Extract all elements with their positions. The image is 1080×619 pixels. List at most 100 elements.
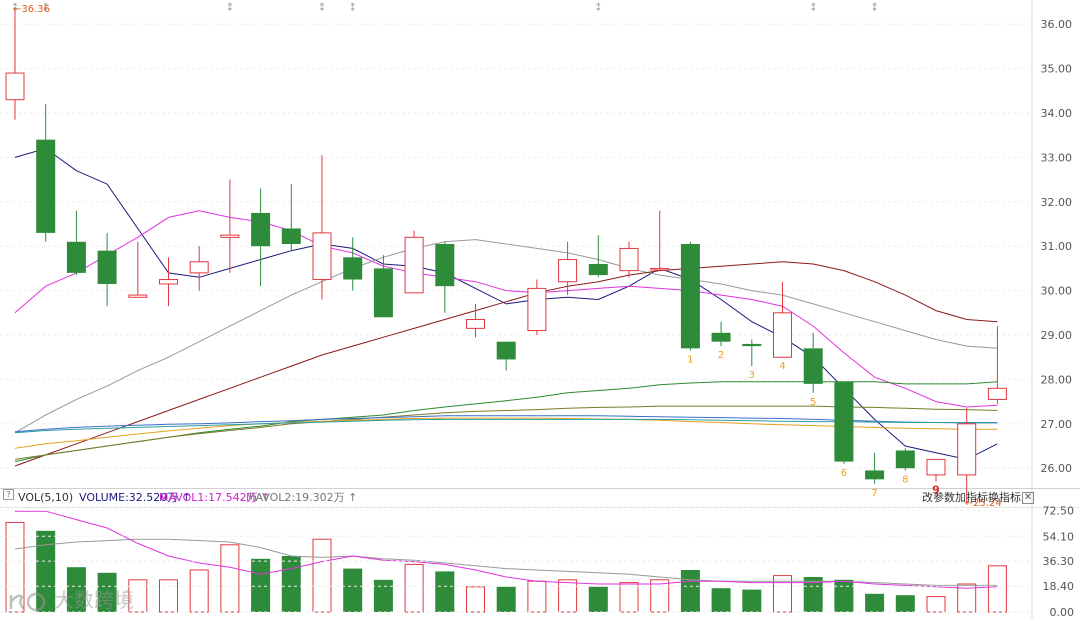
volume-bar[interactable] [36,530,56,612]
candle[interactable] [619,241,639,278]
volume-bar[interactable] [435,571,455,612]
candle[interactable] [680,241,700,351]
volume-bar[interactable] [128,579,148,613]
candle-body [435,244,455,287]
volume-bar[interactable] [680,570,700,612]
candle[interactable] [435,241,455,313]
event-marker-icon[interactable]: ⁑ [13,2,18,14]
candle-body [97,250,117,284]
price-tick-label: 28.00 [1041,373,1073,386]
watermark-logo-icon [9,592,46,611]
candle-body [527,287,547,332]
volume-bar[interactable] [834,579,854,612]
candle-body [619,247,639,272]
candles[interactable] [5,8,1007,502]
volume-axis: 72.50 54.10 36.30 18.40 0.00 [0,505,1074,619]
event-marker-icon[interactable]: ⁑ [320,2,325,14]
candle-body [711,332,731,342]
price-tick-label: 34.00 [1041,107,1073,120]
candle[interactable] [36,104,56,242]
event-marker-icon[interactable]: ⁑ [350,2,355,14]
candle[interactable] [803,332,823,393]
candle[interactable] [312,155,332,300]
candle-body [803,348,823,384]
candle[interactable] [404,230,424,294]
switch-indicator-button[interactable]: 换指标 [988,491,1021,504]
volume-bar[interactable] [97,572,117,612]
price-axis: 36.00 35.00 34.00 33.00 32.00 31.00 30.00 29.00… [1041,18,1073,475]
volume-bar[interactable] [251,558,271,612]
volume-bar[interactable] [895,595,915,612]
ma-line [14,261,998,467]
volume-bar[interactable] [711,588,731,612]
candle[interactable] [588,235,608,278]
candle[interactable] [711,321,731,347]
candle-body [466,318,485,329]
volume-bar[interactable] [281,556,301,612]
volume-bar[interactable] [865,593,885,612]
event-marker-icon[interactable]: ⁑ [872,2,877,14]
candle-body [159,279,178,285]
volume-bar[interactable] [404,563,424,613]
candle[interactable] [128,241,148,298]
candle-body [680,244,700,349]
volume-bar[interactable] [312,538,332,613]
candle-body [496,341,516,360]
volume-bar[interactable] [926,596,946,613]
price-tick-label: 29.00 [1041,329,1073,342]
volume-bar[interactable] [742,589,762,612]
candle[interactable] [466,303,485,338]
countdown-label: 1 [687,355,693,366]
candle[interactable] [220,179,240,273]
event-marker-icon[interactable]: ⁑ [228,2,233,14]
candle[interactable] [97,232,117,307]
candle[interactable] [527,279,547,336]
candle-body [650,267,670,271]
candle[interactable] [773,281,792,358]
candle[interactable] [159,257,178,307]
countdown-label: 2 [718,350,724,361]
volume-bar[interactable] [558,579,578,613]
event-marker-icon[interactable]: ⁑ [43,2,48,14]
candle[interactable] [189,246,209,291]
event-marker-icon[interactable]: ⁑ [596,2,601,14]
candle[interactable] [957,408,977,502]
candle[interactable] [834,381,854,464]
volume-bar[interactable] [159,579,178,613]
close-icon[interactable]: ✕ [1022,492,1034,504]
candle[interactable] [558,241,578,296]
volume-bar[interactable] [66,567,86,612]
volume-bar[interactable] [189,569,209,613]
candle[interactable] [865,452,885,484]
ma-line [14,239,998,434]
volume-bar[interactable] [650,579,670,613]
volume-bar[interactable] [466,586,485,613]
candle[interactable] [66,210,86,276]
volume-bar[interactable] [496,586,516,612]
candle[interactable] [895,448,915,471]
candle[interactable] [343,237,363,291]
candle[interactable] [650,210,670,271]
candle[interactable] [742,339,762,367]
volume-bar[interactable] [220,544,240,613]
candle[interactable] [926,458,946,482]
candle[interactable] [281,184,301,251]
candle[interactable] [987,326,1007,404]
vol-tick-label: 72.50 [1043,505,1075,518]
add-indicator-button[interactable]: 加指标 [955,491,988,504]
volume-bar[interactable] [343,568,363,612]
help-icon[interactable]: ? [3,489,14,500]
volume-bar[interactable] [619,582,639,613]
candle[interactable] [496,341,516,371]
volume-bar[interactable] [588,586,608,612]
candle[interactable] [5,8,25,120]
mavol1-line [15,510,998,589]
change-params-button[interactable]: 改参数 [922,491,955,504]
volume-bar[interactable] [987,565,1007,613]
candle-body [865,470,885,480]
volume-bars[interactable] [5,510,1007,613]
candle[interactable] [251,188,271,287]
event-marker-icon[interactable]: ⁑ [811,2,816,14]
volume-bar[interactable] [373,579,393,612]
candle[interactable] [373,255,393,318]
